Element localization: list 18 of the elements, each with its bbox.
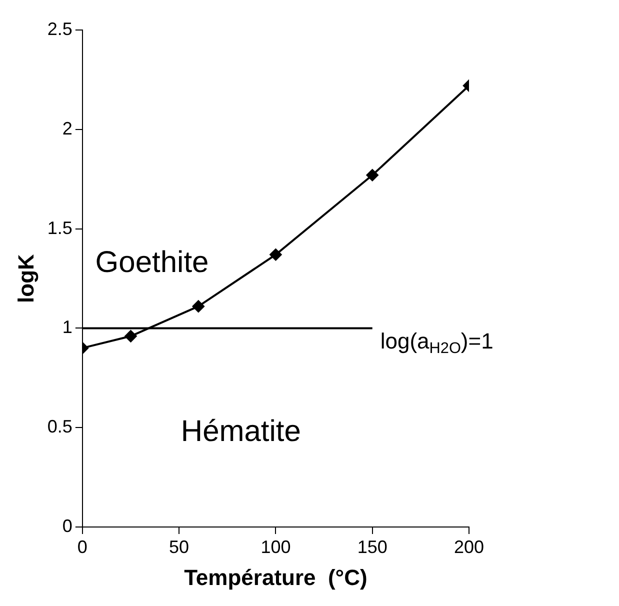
x-axis-title: Température (°C): [184, 564, 368, 590]
point: [270, 248, 282, 261]
x-tick-label: 50: [169, 536, 190, 557]
x-tick-label: 100: [260, 536, 291, 557]
y-axis-title: logK: [13, 254, 38, 303]
y-tick-label: 2.5: [47, 18, 72, 39]
point: [192, 300, 204, 312]
y-tick-label: 0: [62, 516, 72, 536]
y-tick-label: 1: [62, 317, 72, 338]
annotation: Goethite: [95, 246, 209, 279]
y-tick-label: 1.5: [47, 218, 72, 238]
y-tick-label: 0.5: [47, 416, 72, 437]
point: [366, 169, 378, 182]
y-tick-label: 2: [62, 118, 72, 138]
x-tick-label: 200: [454, 536, 484, 557]
x-tick-label: 0: [77, 536, 88, 557]
x-tick-label: 150: [357, 536, 388, 557]
annotation: Hématite: [180, 414, 301, 448]
